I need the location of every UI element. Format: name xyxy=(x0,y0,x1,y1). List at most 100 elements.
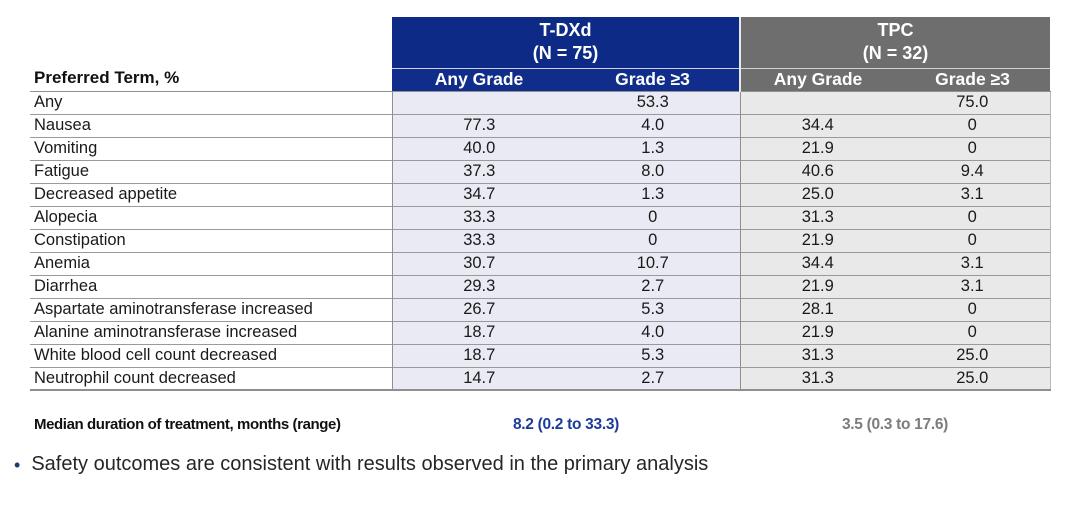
tpc-group-name: TPC xyxy=(877,20,914,41)
tdxd-any-grade-cell: 37.3 xyxy=(391,159,566,183)
tdxd-median-duration-value: 8.2 (0.2 to 33.3) xyxy=(512,416,620,433)
tdxd-any-grade-cell: 40.0 xyxy=(391,136,566,160)
table-row: White blood cell count decreased 18.7 5.3 3… xyxy=(30,343,1051,367)
tdxd-any-grade-cell: 33.3 xyxy=(391,205,566,229)
tdxd-grade3-cell: 0 xyxy=(566,205,740,229)
table-row: Aspartate aminotransferase increased 26.7… xyxy=(30,297,1051,321)
preferred-term-cell: Aspartate aminotransferase increased xyxy=(30,297,392,321)
tdxd-grade3-cell: 8.0 xyxy=(566,159,740,183)
preferred-term-header: Preferred Term, % xyxy=(30,17,392,92)
table-row: Alopecia 33.3 0 31.3 0 xyxy=(30,205,1051,229)
tpc-grade3-cell: 75.0 xyxy=(895,91,1051,114)
table-row: Decreased appetite 34.7 1.3 25.0 3.1 xyxy=(30,182,1051,206)
preferred-term-cell: Any xyxy=(30,91,392,114)
tdxd-any-grade-header: Any Grade xyxy=(392,68,566,92)
preferred-term-cell: Alopecia xyxy=(30,205,392,229)
tpc-any-grade-cell: 21.9 xyxy=(739,228,895,252)
tpc-group-header: TPC (N = 32) xyxy=(739,17,1050,69)
tpc-median-duration-value: 3.5 (0.3 to 17.6) xyxy=(841,416,949,433)
tdxd-any-grade-cell: 14.7 xyxy=(391,366,566,391)
tdxd-grade3-cell: 10.7 xyxy=(566,251,740,275)
table-body: Any 53.3 75.0 Nausea 77.3 4.0 34.4 0 Vomiting 40.… xyxy=(30,91,1051,391)
tdxd-grade3-cell: 2.7 xyxy=(566,274,740,298)
preferred-term-cell: Neutrophil count decreased xyxy=(30,366,392,391)
tpc-any-grade-cell: 28.1 xyxy=(739,297,895,321)
tdxd-any-grade-cell: 29.3 xyxy=(391,274,566,298)
preferred-term-cell: Vomiting xyxy=(30,136,392,160)
group-header-row: Preferred Term, % T-DXd (N = 75) TPC (N … xyxy=(30,17,1050,92)
safety-summary-text: Safety outcomes are consistent with resu… xyxy=(31,453,709,475)
tpc-any-grade-cell: 21.9 xyxy=(739,136,895,160)
tdxd-grade3-cell: 5.3 xyxy=(566,343,740,367)
tpc-grade3-cell: 0 xyxy=(895,320,1051,344)
tdxd-grade3-cell: 1.3 xyxy=(566,182,740,206)
preferred-term-cell: White blood cell count decreased xyxy=(30,343,392,367)
tpc-grade3-cell: 0 xyxy=(895,228,1051,252)
median-duration-label: Median duration of treatment, months (ra… xyxy=(34,416,341,433)
tpc-grade3-cell: 3.1 xyxy=(895,251,1051,275)
preferred-term-cell: Constipation xyxy=(30,228,392,252)
tdxd-group-header: T-DXd (N = 75) xyxy=(392,17,740,69)
tdxd-grade3-cell: 4.0 xyxy=(566,113,740,137)
table-row: Alanine aminotransferase increased 18.7 4.… xyxy=(30,320,1051,344)
tpc-grade3-cell: 0 xyxy=(895,297,1051,321)
tdxd-grade3-cell: 0 xyxy=(566,228,740,252)
tpc-any-grade-cell: 31.3 xyxy=(739,205,895,229)
tdxd-any-grade-cell: 33.3 xyxy=(391,228,566,252)
tdxd-any-grade-cell: 30.7 xyxy=(391,251,566,275)
tdxd-any-grade-cell: 18.7 xyxy=(391,320,566,344)
tpc-any-grade-cell: 31.3 xyxy=(739,366,895,391)
adverse-events-table: Preferred Term, % T-DXd (N = 75) TPC (N … xyxy=(30,17,1051,391)
tdxd-group-n: (N = 75) xyxy=(532,43,599,64)
bullet-icon: • xyxy=(14,454,21,475)
preferred-term-cell: Anemia xyxy=(30,251,392,275)
tdxd-any-grade-cell: 77.3 xyxy=(391,113,566,137)
tpc-grade3-cell: 0 xyxy=(895,113,1051,137)
tpc-any-grade-cell: 40.6 xyxy=(739,159,895,183)
tpc-grade3-cell: 25.0 xyxy=(895,366,1051,391)
tpc-any-grade-cell: 21.9 xyxy=(739,274,895,298)
table-row: Fatigue 37.3 8.0 40.6 9.4 xyxy=(30,159,1051,183)
tpc-any-grade-cell: 21.9 xyxy=(739,320,895,344)
tdxd-grade3-cell: 53.3 xyxy=(566,91,740,114)
tpc-grade3-cell: 0 xyxy=(895,205,1051,229)
table-row: Anemia 30.7 10.7 34.4 3.1 xyxy=(30,251,1051,275)
tpc-any-grade-cell: 34.4 xyxy=(739,251,895,275)
tdxd-any-grade-cell xyxy=(391,91,566,114)
median-duration-row: Median duration of treatment, months (ra… xyxy=(30,416,1050,434)
preferred-term-cell: Fatigue xyxy=(30,159,392,183)
tdxd-any-grade-cell: 26.7 xyxy=(391,297,566,321)
sub-header-row: Any Grade Grade ≥3 Any Grade Grade ≥3 xyxy=(30,68,1050,92)
tpc-any-grade-header: Any Grade xyxy=(739,68,895,92)
slide: Preferred Term, % T-DXd (N = 75) TPC (N … xyxy=(0,17,1080,507)
tdxd-any-grade-cell: 34.7 xyxy=(391,182,566,206)
tdxd-grade3-cell: 2.7 xyxy=(566,366,740,391)
tdxd-grade3-cell: 4.0 xyxy=(566,320,740,344)
tpc-any-grade-cell: 34.4 xyxy=(739,113,895,137)
tpc-grade3-cell: 3.1 xyxy=(895,182,1051,206)
tpc-any-grade-cell: 31.3 xyxy=(739,343,895,367)
tdxd-grade3-cell: 5.3 xyxy=(566,297,740,321)
tpc-any-grade-cell xyxy=(739,91,895,114)
tpc-grade3-header: Grade ≥3 xyxy=(895,68,1050,92)
tpc-grade3-cell: 25.0 xyxy=(895,343,1051,367)
preferred-term-cell: Alanine aminotransferase increased xyxy=(30,320,392,344)
preferred-term-cell: Nausea xyxy=(30,113,392,137)
table-row: Vomiting 40.0 1.3 21.9 0 xyxy=(30,136,1051,160)
tdxd-any-grade-cell: 18.7 xyxy=(391,343,566,367)
tpc-any-grade-cell: 25.0 xyxy=(739,182,895,206)
tpc-grade3-cell: 9.4 xyxy=(895,159,1051,183)
safety-summary-bullet: • Safety outcomes are consistent with re… xyxy=(14,453,1080,476)
tdxd-grade3-header: Grade ≥3 xyxy=(566,68,740,92)
preferred-term-cell: Decreased appetite xyxy=(30,182,392,206)
table-row: Constipation 33.3 0 21.9 0 xyxy=(30,228,1051,252)
preferred-term-cell: Diarrhea xyxy=(30,274,392,298)
table-row: Neutrophil count decreased 14.7 2.7 31.3 25.… xyxy=(30,366,1051,391)
tpc-group-n: (N = 32) xyxy=(862,43,929,64)
table-row: Diarrhea 29.3 2.7 21.9 3.1 xyxy=(30,274,1051,298)
table-row: Nausea 77.3 4.0 34.4 0 xyxy=(30,113,1051,137)
tdxd-group-name: T-DXd xyxy=(539,20,592,41)
tpc-grade3-cell: 0 xyxy=(895,136,1051,160)
table-row: Any 53.3 75.0 xyxy=(30,91,1051,114)
tpc-grade3-cell: 3.1 xyxy=(895,274,1051,298)
